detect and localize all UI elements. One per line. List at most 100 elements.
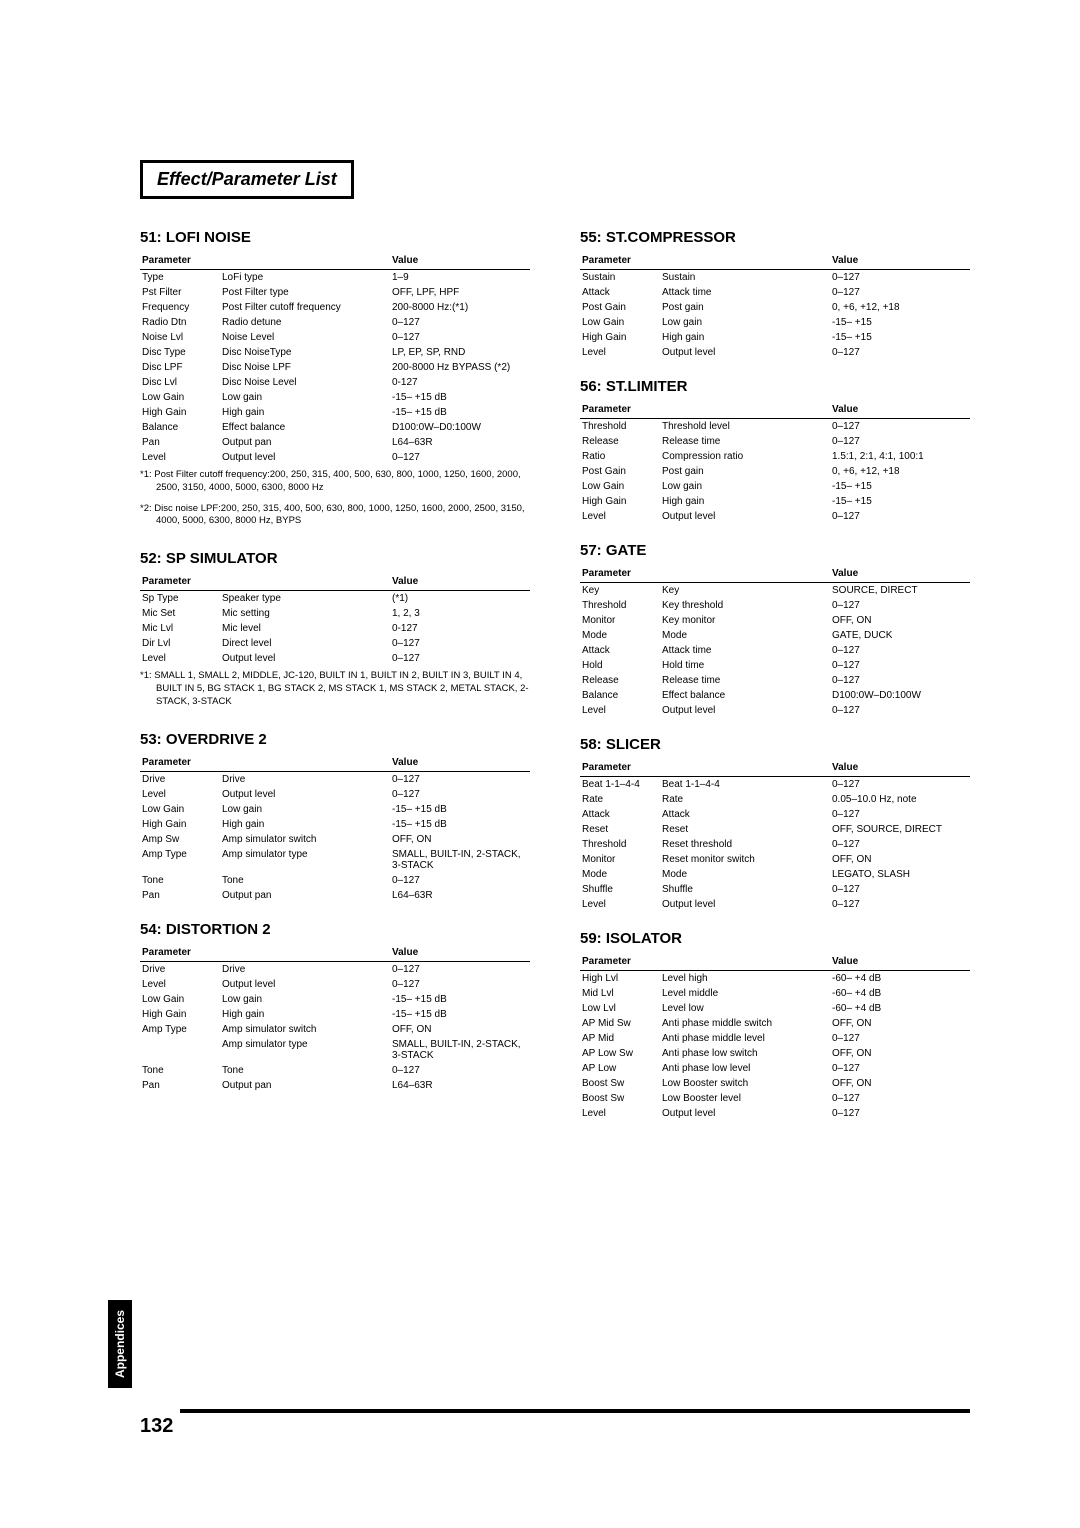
table-row: LevelOutput level0–127 xyxy=(580,1106,970,1121)
table-row: ShuffleShuffle0–127 xyxy=(580,882,970,897)
th-parameter: Parameter xyxy=(580,252,660,270)
cell-param: Mode xyxy=(580,628,660,643)
cell-param: Ratio xyxy=(580,449,660,464)
cell-desc: Output level xyxy=(660,1106,830,1121)
cell-desc: Output level xyxy=(220,787,390,802)
section-title: 58: SLICER xyxy=(580,736,970,753)
table-row: PanOutput panL64–63R xyxy=(140,435,530,450)
table-row: Disc LPFDisc Noise LPF200-8000 Hz BYPASS… xyxy=(140,360,530,375)
cell-param: High Gain xyxy=(140,405,220,420)
header-bar: Effect/Parameter List xyxy=(140,160,354,199)
table-row: Amp TypeAmp simulator typeSMALL, BUILT-I… xyxy=(140,847,530,873)
cell-value: D100:0W–D0:100W xyxy=(830,688,970,703)
cell-param: Sustain xyxy=(580,270,660,286)
cell-value: -60– +4 dB xyxy=(830,971,970,987)
cell-value: LEGATO, SLASH xyxy=(830,867,970,882)
cell-desc: Amp simulator switch xyxy=(220,832,390,847)
th-parameter: Parameter xyxy=(580,953,660,971)
cell-param: Hold xyxy=(580,658,660,673)
cell-desc: Shuffle xyxy=(660,882,830,897)
columns: 51: LOFI NOISEParameterValueTypeLoFi typ… xyxy=(140,229,970,1121)
cell-value: -15– +15 xyxy=(830,315,970,330)
cell-value: 0–127 xyxy=(830,345,970,360)
cell-value: OFF, LPF, HPF xyxy=(390,285,530,300)
cell-desc: Disc Noise LPF xyxy=(220,360,390,375)
cell-desc: Beat 1-1–4-4 xyxy=(660,777,830,793)
cell-desc: Post Filter cutoff frequency xyxy=(220,300,390,315)
table-row: Amp simulator typeSMALL, BUILT-IN, 2-STA… xyxy=(140,1037,530,1063)
table-row: LevelOutput level0–127 xyxy=(580,345,970,360)
cell-value: 0–127 xyxy=(830,419,970,435)
table-row: High GainHigh gain-15– +15 xyxy=(580,494,970,509)
cell-desc: Output pan xyxy=(220,1078,390,1093)
table-row: Low LvlLevel low-60– +4 dB xyxy=(580,1001,970,1016)
table-row: Boost SwLow Booster level0–127 xyxy=(580,1091,970,1106)
th-parameter: Parameter xyxy=(580,401,660,419)
cell-desc: Mode xyxy=(660,867,830,882)
cell-param: High Gain xyxy=(580,494,660,509)
cell-value: 1.5:1, 2:1, 4:1, 100:1 xyxy=(830,449,970,464)
table-row: AttackAttack0–127 xyxy=(580,807,970,822)
table-row: FrequencyPost Filter cutoff frequency200… xyxy=(140,300,530,315)
cell-value: 0-127 xyxy=(390,621,530,636)
table-row: Beat 1-1–4-4Beat 1-1–4-40–127 xyxy=(580,777,970,793)
cell-desc: Disc NoiseType xyxy=(220,345,390,360)
cell-desc: Level high xyxy=(660,971,830,987)
cell-value: 0-127 xyxy=(390,375,530,390)
table-row: RateRate0.05–10.0 Hz, note xyxy=(580,792,970,807)
cell-desc: Reset xyxy=(660,822,830,837)
cell-param: Boost Sw xyxy=(580,1076,660,1091)
table-row: SustainSustain0–127 xyxy=(580,270,970,286)
cell-value: SMALL, BUILT-IN, 2-STACK, 3-STACK xyxy=(390,1037,530,1063)
th-value: Value xyxy=(830,565,970,583)
table-row: High GainHigh gain-15– +15 dB xyxy=(140,405,530,420)
table-row: Disc LvlDisc Noise Level0-127 xyxy=(140,375,530,390)
table-row: LevelOutput level0–127 xyxy=(580,509,970,524)
cell-param: Low Gain xyxy=(580,315,660,330)
cell-desc: Key xyxy=(660,583,830,599)
cell-param: Pst Filter xyxy=(140,285,220,300)
cell-value: -15– +15 dB xyxy=(390,802,530,817)
cell-value: -15– +15 xyxy=(830,479,970,494)
cell-desc: Disc Noise Level xyxy=(220,375,390,390)
cell-value: 0–127 xyxy=(830,882,970,897)
cell-desc: Tone xyxy=(220,873,390,888)
cell-param: Release xyxy=(580,673,660,688)
cell-value: 0–127 xyxy=(830,777,970,793)
table-row: High LvlLevel high-60– +4 dB xyxy=(580,971,970,987)
table-row: MonitorReset monitor switchOFF, ON xyxy=(580,852,970,867)
cell-value: 0–127 xyxy=(830,1061,970,1076)
table-row: RatioCompression ratio1.5:1, 2:1, 4:1, 1… xyxy=(580,449,970,464)
cell-desc: Direct level xyxy=(220,636,390,651)
section-title: 54: DISTORTION 2 xyxy=(140,921,530,938)
section-title: 57: GATE xyxy=(580,542,970,559)
th-desc xyxy=(660,252,830,270)
table-row: Mid LvlLevel middle-60– +4 dB xyxy=(580,986,970,1001)
cell-desc: Post gain xyxy=(660,300,830,315)
cell-desc: Attack time xyxy=(660,643,830,658)
table-row: High GainHigh gain-15– +15 dB xyxy=(140,817,530,832)
cell-desc: Effect balance xyxy=(220,420,390,435)
table-row: AP Mid SwAnti phase middle switchOFF, ON xyxy=(580,1016,970,1031)
th-desc xyxy=(660,759,830,777)
table-row: Post GainPost gain0, +6, +12, +18 xyxy=(580,464,970,479)
cell-value: OFF, ON xyxy=(830,1076,970,1091)
table-row: ReleaseRelease time0–127 xyxy=(580,673,970,688)
cell-desc: Compression ratio xyxy=(660,449,830,464)
cell-desc: Effect balance xyxy=(660,688,830,703)
cell-param: Threshold xyxy=(580,837,660,852)
section-title: 51: LOFI NOISE xyxy=(140,229,530,246)
cell-value: 0–127 xyxy=(830,598,970,613)
table-row: ResetResetOFF, SOURCE, DIRECT xyxy=(580,822,970,837)
cell-value: 0–127 xyxy=(830,1091,970,1106)
cell-param: Low Gain xyxy=(580,479,660,494)
right-column: 55: ST.COMPRESSORParameterValueSustainSu… xyxy=(580,229,970,1121)
cell-value: 0–127 xyxy=(830,1031,970,1046)
cell-desc: Drive xyxy=(220,771,390,787)
table-row: HoldHold time0–127 xyxy=(580,658,970,673)
cell-value: 0–127 xyxy=(830,509,970,524)
cell-desc: Low Booster level xyxy=(660,1091,830,1106)
table-row: LevelOutput level0–127 xyxy=(140,977,530,992)
table-row: DriveDrive0–127 xyxy=(140,771,530,787)
table-row: Disc TypeDisc NoiseTypeLP, EP, SP, RND xyxy=(140,345,530,360)
